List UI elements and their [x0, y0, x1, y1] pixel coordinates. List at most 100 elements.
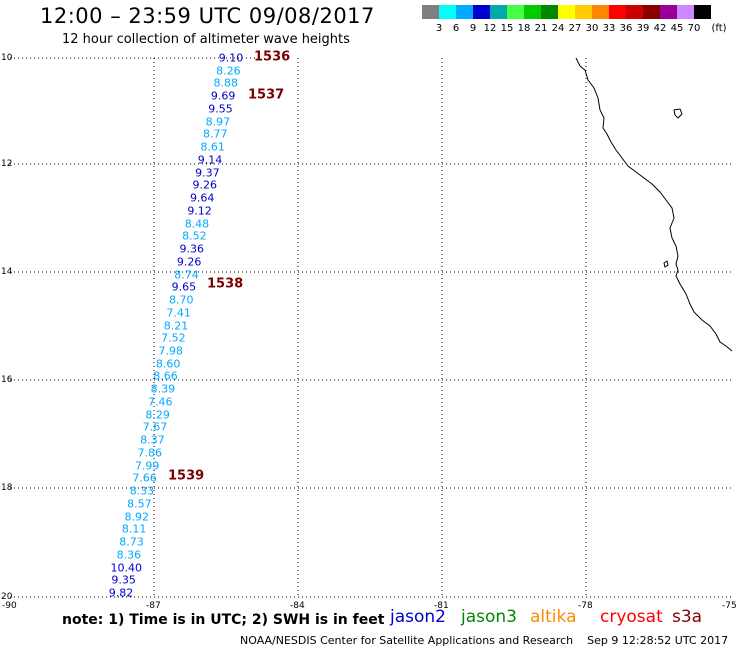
latitude-label: 16 [1, 375, 13, 385]
credit-footer: NOAA/NESDIS Center for Satellite Applica… [240, 634, 728, 647]
longitude-label: -75 [722, 601, 737, 611]
satellite-legend-altika: altika [530, 607, 577, 627]
map-area [10, 58, 733, 597]
scale-swatch [626, 5, 643, 19]
scale-label: 12 [483, 23, 497, 34]
scale-label: 33 [602, 23, 616, 34]
scale-swatch [439, 5, 456, 19]
scale-swatch [609, 5, 626, 19]
scale-label: 39 [636, 23, 650, 34]
scale-swatch [456, 5, 473, 19]
scale-swatch [694, 5, 711, 19]
wave-height-value: 7.98 [158, 344, 184, 358]
scale-label: 6 [452, 23, 460, 34]
wave-height-value: 8.52 [182, 229, 207, 243]
wave-height-value: 9.35 [111, 573, 136, 587]
wave-height-value: 8.37 [140, 433, 165, 447]
wave-height-value: 8.36 [116, 548, 142, 562]
longitude-label: -90 [2, 601, 17, 611]
latitude-label: 12 [1, 159, 13, 169]
scale-label: 18 [517, 23, 531, 34]
scale-label: 21 [534, 23, 548, 34]
longitude-label: -84 [290, 601, 305, 611]
wave-height-value: 8.66 [153, 369, 178, 383]
pass-number-label: 1536 [254, 49, 291, 65]
latitude-label: 10 [1, 53, 13, 63]
latitude-label: 18 [1, 483, 13, 493]
wave-height-value: 9.64 [189, 191, 215, 205]
wave-height-value: 8.73 [119, 535, 144, 549]
scale-swatch [592, 5, 609, 19]
wave-height-value: 8.26 [216, 64, 241, 78]
scale-label: 24 [551, 23, 565, 34]
satellite-legend-s3a: s3a [672, 607, 703, 627]
wave-height-value: 8.92 [124, 510, 149, 524]
wave-height-value: 8.39 [150, 382, 176, 396]
scale-swatch [524, 5, 541, 19]
scale-swatch [490, 5, 507, 19]
scale-label: 70 [687, 23, 701, 34]
wave-height-value: 8.11 [121, 522, 147, 536]
wave-height-value: 7.99 [134, 459, 160, 473]
longitude-label: -87 [146, 601, 161, 611]
wave-height-value: 8.77 [203, 127, 228, 141]
satellite-legend-cryosat: cryosat [600, 607, 663, 627]
small-island [673, 108, 683, 119]
wave-height-value: 9.69 [210, 89, 236, 103]
scale-swatch [558, 5, 575, 19]
coastline [575, 58, 733, 352]
scale-swatch [473, 5, 490, 19]
wave-height-value: 7.86 [137, 446, 163, 460]
map-subtitle: 12 hour collection of altimeter wave hei… [62, 32, 350, 47]
map-title: 12:00 – 23:59 UTC 09/08/2017 [40, 4, 375, 28]
wave-height-value: 9.26 [192, 178, 218, 192]
wave-height-value: 8.60 [155, 357, 181, 371]
satellite-legend-jason3: jason3 [461, 607, 517, 627]
scale-label: 3 [435, 23, 443, 34]
wave-height-value: 8.33 [129, 484, 155, 498]
scale-swatch [541, 5, 558, 19]
credit-text: NOAA/NESDIS Center for Satellite Applica… [240, 634, 574, 647]
wave-height-value: 7.52 [161, 331, 186, 345]
scale-swatch [507, 5, 524, 19]
wave-height-value: 8.21 [163, 319, 189, 332]
wave-height-value: 8.70 [168, 293, 194, 307]
pass-number-label: 1539 [168, 468, 205, 484]
pass-number-label: 1537 [248, 87, 285, 103]
scale-label: 42 [653, 23, 667, 34]
wave-height-value: 8.97 [205, 115, 231, 129]
wave-height-value: 9.26 [176, 255, 202, 269]
scale-label: 36 [619, 23, 633, 34]
wave-height-value: 9.37 [195, 166, 220, 180]
latitude-label: 20 [1, 592, 13, 602]
wave-height-value: 7.66 [132, 471, 157, 485]
scale-label: 27 [568, 23, 582, 34]
satellite-legend-jason2: jason2 [390, 607, 446, 627]
wave-height-value: 9.65 [171, 280, 197, 294]
scale-swatch [575, 5, 592, 19]
longitude-label: -78 [578, 601, 593, 611]
coastline-path [575, 58, 733, 352]
wave-height-value: 8.74 [174, 268, 199, 282]
units-note: note: 1) Time is in UTC; 2) SWH is in fe… [62, 612, 385, 628]
latitude-label: 14 [1, 267, 13, 277]
wave-height-value: 9.55 [208, 102, 233, 116]
scale-label: 9 [469, 23, 477, 34]
wave-height-value: 9.12 [187, 204, 212, 218]
wave-height-value: 7.46 [148, 395, 173, 409]
wave-height-value: 7.67 [142, 420, 168, 434]
scale-swatch [422, 5, 439, 19]
wave-height-value: 9.36 [179, 242, 204, 256]
small-island [663, 260, 669, 268]
scale-swatch [677, 5, 694, 19]
scale-swatch [660, 5, 677, 19]
scale-unit: (ft) [711, 23, 727, 34]
scale-label: 15 [500, 23, 514, 34]
scale-label: 30 [585, 23, 599, 34]
wave-height-value: 8.29 [145, 408, 170, 422]
scale-swatch [643, 5, 660, 19]
wave-height-value: 9.14 [197, 153, 223, 167]
scale-label: 45 [670, 23, 684, 34]
wave-height-value: 8.57 [127, 497, 152, 511]
wave-height-value: 8.61 [200, 140, 225, 154]
